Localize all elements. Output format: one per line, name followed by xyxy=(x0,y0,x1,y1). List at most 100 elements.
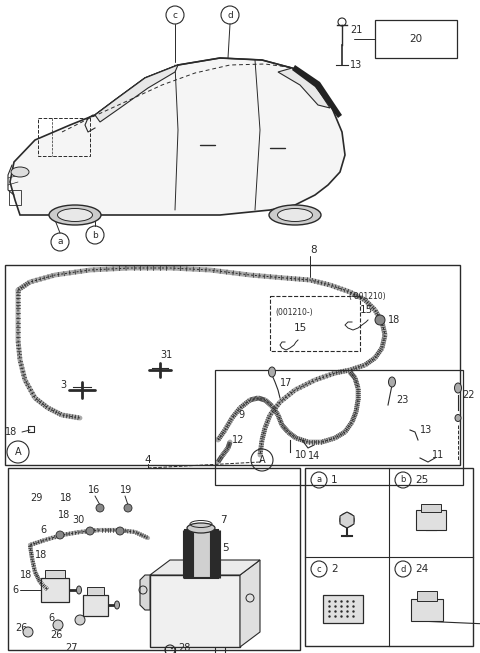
Ellipse shape xyxy=(268,367,276,377)
Text: 22: 22 xyxy=(462,390,475,400)
Circle shape xyxy=(116,527,124,535)
Text: 14: 14 xyxy=(308,451,320,461)
Text: 30: 30 xyxy=(72,515,84,525)
Bar xyxy=(38,118,90,156)
Ellipse shape xyxy=(11,167,29,177)
Text: 11: 11 xyxy=(432,450,444,460)
Text: 24: 24 xyxy=(415,564,428,574)
Bar xyxy=(375,20,457,58)
Text: 26: 26 xyxy=(15,623,27,633)
Text: (-001210): (-001210) xyxy=(348,291,385,300)
Circle shape xyxy=(56,531,64,539)
Text: b: b xyxy=(92,231,98,240)
Text: c: c xyxy=(317,564,321,573)
Ellipse shape xyxy=(277,208,312,221)
Bar xyxy=(411,599,443,621)
Polygon shape xyxy=(10,58,345,215)
Text: a: a xyxy=(316,475,322,485)
Text: 13: 13 xyxy=(350,60,362,70)
Text: 18: 18 xyxy=(20,570,32,580)
Text: (001210-): (001210-) xyxy=(275,308,312,317)
Circle shape xyxy=(86,527,94,535)
Bar xyxy=(215,370,463,485)
Text: 6: 6 xyxy=(48,613,54,623)
Text: 21: 21 xyxy=(350,25,362,35)
Polygon shape xyxy=(292,65,342,118)
Text: 20: 20 xyxy=(409,34,422,44)
Bar xyxy=(270,296,360,351)
Ellipse shape xyxy=(269,205,321,225)
Polygon shape xyxy=(140,575,150,610)
Polygon shape xyxy=(150,560,260,575)
Text: 26: 26 xyxy=(50,630,62,640)
Bar xyxy=(9,190,21,205)
Text: 1: 1 xyxy=(331,475,337,485)
Bar xyxy=(150,575,240,647)
Text: 27: 27 xyxy=(65,643,77,653)
Bar xyxy=(45,570,65,578)
Text: 15: 15 xyxy=(360,305,373,315)
Ellipse shape xyxy=(75,615,85,625)
Text: c: c xyxy=(172,10,178,20)
Polygon shape xyxy=(95,65,178,122)
Text: 15: 15 xyxy=(294,323,307,333)
Text: 6: 6 xyxy=(40,525,46,535)
Text: 23: 23 xyxy=(396,395,408,405)
Text: d: d xyxy=(227,10,233,20)
Text: 10: 10 xyxy=(295,450,307,460)
Text: 6: 6 xyxy=(12,585,18,595)
Polygon shape xyxy=(240,560,260,647)
Text: d: d xyxy=(400,564,406,573)
Text: 13: 13 xyxy=(420,425,432,435)
Text: 18: 18 xyxy=(5,427,17,437)
Text: 7: 7 xyxy=(220,515,227,525)
Polygon shape xyxy=(278,68,330,108)
Ellipse shape xyxy=(23,627,33,637)
Bar xyxy=(41,578,69,602)
Text: 31: 31 xyxy=(160,350,172,360)
Bar xyxy=(416,510,446,530)
Text: 18: 18 xyxy=(388,315,400,325)
Text: 28: 28 xyxy=(178,643,191,653)
Text: 9: 9 xyxy=(238,410,244,420)
Text: 18: 18 xyxy=(58,510,70,520)
Text: 4: 4 xyxy=(144,455,151,465)
Ellipse shape xyxy=(455,383,461,393)
Text: A: A xyxy=(259,455,265,465)
Bar xyxy=(5,265,460,465)
Bar xyxy=(189,531,214,577)
Text: 18: 18 xyxy=(60,493,72,503)
Text: 3: 3 xyxy=(60,380,66,390)
Ellipse shape xyxy=(388,377,396,387)
Text: 8: 8 xyxy=(310,245,317,255)
Bar xyxy=(8,468,300,650)
Ellipse shape xyxy=(58,208,93,221)
Text: 18: 18 xyxy=(35,550,47,560)
Text: A: A xyxy=(15,447,21,457)
Polygon shape xyxy=(340,512,354,528)
Bar xyxy=(323,595,363,623)
Text: 16: 16 xyxy=(88,485,100,495)
Ellipse shape xyxy=(187,523,215,533)
Circle shape xyxy=(124,504,132,512)
Ellipse shape xyxy=(53,620,63,630)
Bar xyxy=(305,468,473,646)
Text: 12: 12 xyxy=(232,435,244,445)
Text: 17: 17 xyxy=(280,378,292,388)
Text: b: b xyxy=(400,475,406,485)
Bar xyxy=(421,504,441,512)
Ellipse shape xyxy=(115,601,120,609)
Circle shape xyxy=(375,315,385,325)
Text: a: a xyxy=(57,238,63,246)
Bar xyxy=(417,591,437,601)
Ellipse shape xyxy=(455,415,461,421)
Text: 5: 5 xyxy=(222,543,228,553)
Text: 25: 25 xyxy=(415,475,428,485)
Circle shape xyxy=(96,504,104,512)
Ellipse shape xyxy=(49,205,101,225)
Bar xyxy=(87,587,104,595)
Text: 29: 29 xyxy=(30,493,42,503)
Bar xyxy=(83,595,108,616)
Text: 19: 19 xyxy=(120,485,132,495)
Ellipse shape xyxy=(76,586,82,594)
